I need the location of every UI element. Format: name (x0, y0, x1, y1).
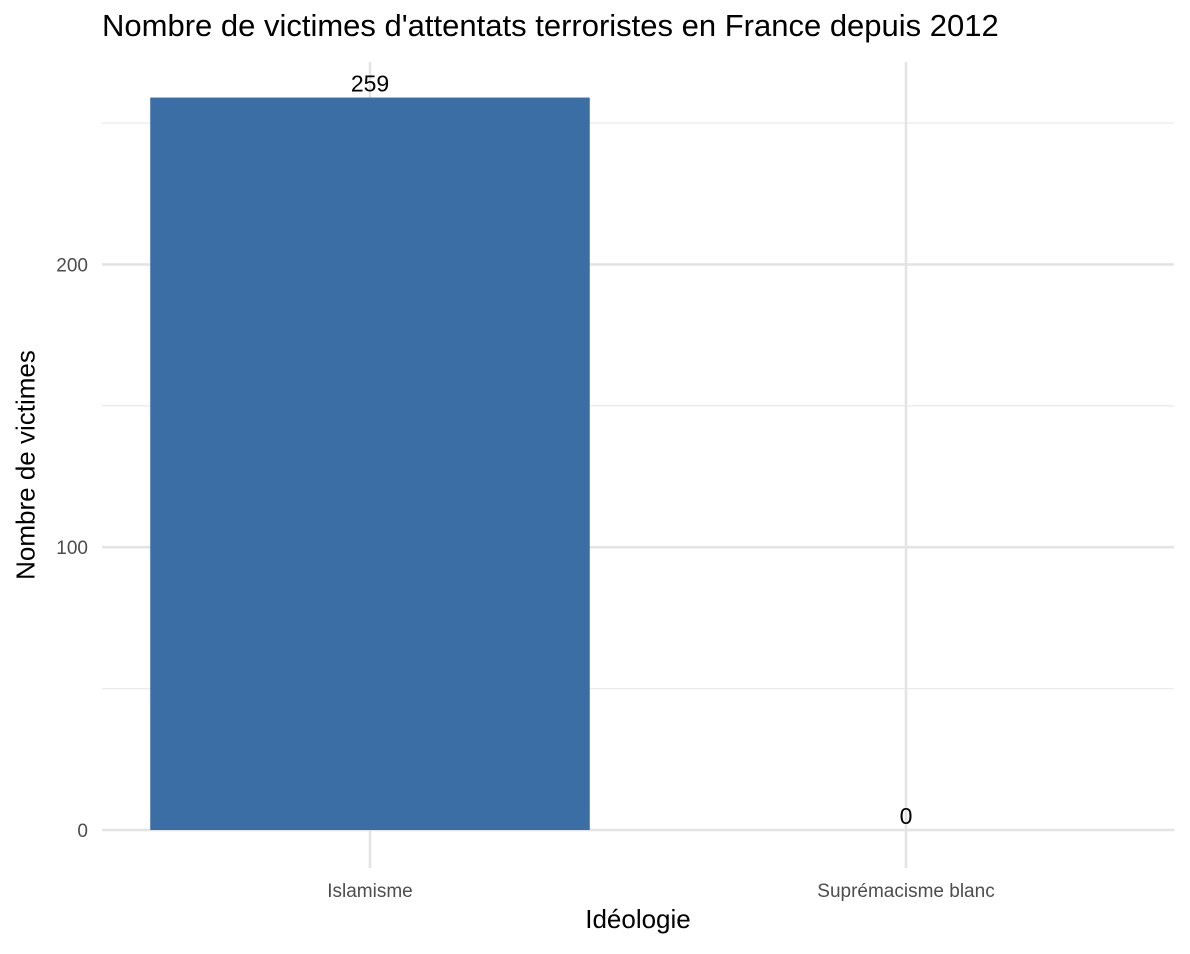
data-label: 259 (351, 71, 389, 97)
chart-title: Nombre de victimes d'attentats terrorist… (102, 8, 999, 43)
x-tick-label: Islamisme (327, 881, 413, 902)
y-tick-label: 0 (77, 821, 88, 842)
x-axis-label: Idéologie (585, 904, 691, 934)
data-label: 0 (900, 803, 913, 829)
y-tick-label: 200 (56, 255, 88, 276)
y-tick-label: 100 (56, 538, 88, 559)
x-tick-label: Suprémacisme blanc (817, 881, 994, 902)
bar-1 (150, 97, 590, 831)
